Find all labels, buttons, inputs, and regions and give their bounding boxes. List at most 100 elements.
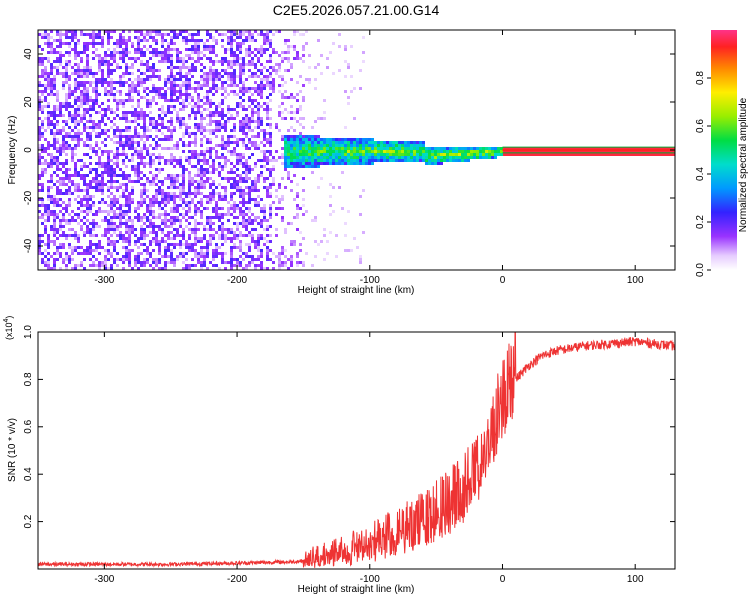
spectrogram-cell <box>122 75 125 78</box>
spectrogram-cell <box>374 147 377 150</box>
spectrogram-cell <box>536 150 539 153</box>
spectrogram-cell <box>53 81 56 84</box>
spectrogram-cell <box>41 222 44 225</box>
spectrogram-cell <box>230 186 233 189</box>
spectrogram-cell <box>266 42 269 45</box>
spectrogram-cell <box>257 87 260 90</box>
spectrogram-cell <box>194 219 197 222</box>
spectrogram-cell <box>116 201 119 204</box>
spectrogram-cell <box>290 135 293 138</box>
spectrogram-cell <box>227 66 230 69</box>
spectrogram-cell <box>170 216 173 219</box>
spectrogram-cell <box>341 144 344 147</box>
spectrogram-cell <box>182 231 185 234</box>
spectrogram-cell <box>224 192 227 195</box>
spectrogram-cell <box>140 162 143 165</box>
spectrogram-cell <box>215 255 218 258</box>
spectrogram-cell <box>203 78 206 81</box>
spectrogram-cell <box>227 108 230 111</box>
spectrogram-cell <box>131 42 134 45</box>
spectrogram-cell <box>329 183 332 186</box>
spectrogram-cell <box>248 201 251 204</box>
spectrogram-cell <box>38 240 41 243</box>
spectrogram-cell <box>107 60 110 63</box>
spectrogram-cell <box>245 228 248 231</box>
spectrogram-cell <box>53 261 56 264</box>
spectrogram-cell <box>245 252 248 255</box>
spectrogram-cell <box>245 207 248 210</box>
spectrogram-cell <box>326 141 329 144</box>
spectrogram-cell <box>284 150 287 153</box>
spectrogram-cell <box>188 117 191 120</box>
spectrogram-cell <box>581 153 584 156</box>
spectrogram-cell <box>149 171 152 174</box>
spectrogram-cell <box>92 57 95 60</box>
spectrogram-cell <box>86 228 89 231</box>
spectrogram-cell <box>266 177 269 180</box>
spectrogram-cell <box>167 177 170 180</box>
spectrogram-cell <box>215 75 218 78</box>
spectrogram-cell <box>68 213 71 216</box>
spectrogram-cell <box>587 150 590 153</box>
spectrogram-cell <box>395 150 398 153</box>
spectrogram-cell <box>218 225 221 228</box>
spectrogram-cell <box>86 225 89 228</box>
spectrogram-cell <box>236 105 239 108</box>
spectrogram-cell <box>428 162 431 165</box>
spectrogram-cell <box>218 228 221 231</box>
spectrogram-cell <box>521 150 524 153</box>
spectrogram-cell <box>68 204 71 207</box>
spectrogram-cell <box>62 129 65 132</box>
spectrogram-cell <box>209 192 212 195</box>
spectrogram-cell <box>269 126 272 129</box>
spectrogram-cell <box>140 198 143 201</box>
spectrogram-cell <box>266 195 269 198</box>
spectrogram-cell <box>41 57 44 60</box>
spectrogram-cell <box>272 156 275 159</box>
spectrogram-cell <box>173 207 176 210</box>
spectrogram-cell <box>149 144 152 147</box>
spectrogram-cell <box>185 96 188 99</box>
spectrogram-cell <box>86 102 89 105</box>
spectrogram-cell <box>194 105 197 108</box>
spectrogram-cell <box>311 165 314 168</box>
spectrogram-cell <box>101 114 104 117</box>
spectrogram-cell <box>74 231 77 234</box>
spectrogram-cell <box>47 243 50 246</box>
spectrogram-cell <box>149 213 152 216</box>
spectrogram-cell <box>155 174 158 177</box>
spectrogram-cell <box>281 147 284 150</box>
spectrogram-cell <box>245 63 248 66</box>
spectrogram-cell <box>107 213 110 216</box>
spectrogram-cell <box>53 138 56 141</box>
spectrogram-cell <box>167 246 170 249</box>
spectrogram-cell <box>233 258 236 261</box>
spectrogram-cell <box>125 198 128 201</box>
spectrogram-cell <box>50 144 53 147</box>
spectrogram-cell <box>656 147 659 150</box>
spectrogram-cell <box>215 144 218 147</box>
spectrogram-cell <box>239 213 242 216</box>
spectrogram-cell <box>155 183 158 186</box>
spectrogram-cell <box>188 39 191 42</box>
spectrogram-cell <box>152 48 155 51</box>
spectrogram-cell <box>107 39 110 42</box>
spectrogram-cell <box>86 252 89 255</box>
spectrogram-cell <box>608 147 611 150</box>
spectrogram-cell <box>236 228 239 231</box>
spectrogram-cell <box>146 129 149 132</box>
spectrogram-cell <box>167 135 170 138</box>
spectrogram-cell <box>38 117 41 120</box>
spectrogram-cell <box>122 213 125 216</box>
spectrogram-cell <box>218 252 221 255</box>
spectrogram-cell <box>263 177 266 180</box>
spectrogram-cell <box>638 147 641 150</box>
spectrogram-cell <box>227 72 230 75</box>
spectrogram-cell <box>41 120 44 123</box>
spectrogram-cell <box>497 153 500 156</box>
spectrogram-cell <box>158 123 161 126</box>
spectrogram-cell <box>143 216 146 219</box>
spectrogram-cell <box>257 69 260 72</box>
spectrogram-cell <box>212 75 215 78</box>
spectrogram-cell <box>149 99 152 102</box>
